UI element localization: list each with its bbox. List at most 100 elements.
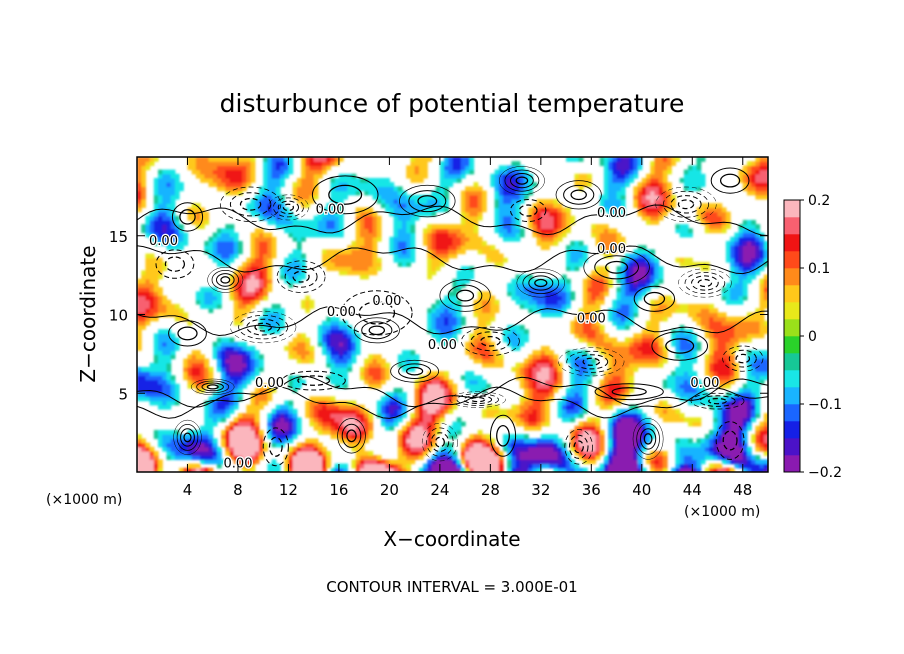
heatmap-cell [435,392,441,397]
heatmap-cell [557,400,563,406]
heatmap-cell [301,333,306,339]
heatmap-cell [452,241,458,246]
heatmap-cell [460,220,466,225]
heatmap-cell [250,274,256,280]
heatmap-cell [599,236,605,242]
heatmap-cell [536,350,542,355]
heatmap-cell [229,371,235,376]
heatmap-cell [490,404,496,410]
heatmap-cell [204,400,210,406]
heatmap-cell [355,459,361,465]
heatmap-cell [347,362,353,368]
heatmap-cell [145,304,151,309]
heatmap-cell [317,404,323,410]
heatmap-cell [599,383,605,389]
heatmap-cell [322,417,327,423]
heatmap-cell [557,383,563,389]
heatmap-cell [174,337,180,343]
heatmap-cell [330,266,336,271]
heatmap-cell [435,299,441,305]
heatmap-cell [313,232,319,238]
heatmap-cell [566,287,571,292]
heatmap-cell [650,257,656,263]
heatmap-cell [637,362,643,368]
heatmap-cell [305,463,311,469]
heatmap-cell [528,358,534,364]
heatmap-cell [641,354,647,360]
heatmap-cell [418,383,424,389]
heatmap-cell [730,291,735,297]
heatmap-cell [738,316,744,322]
heatmap-cell [439,232,445,238]
heatmap-cell [216,463,222,469]
heatmap-cell [271,253,277,259]
heatmap-cell [246,266,252,271]
heatmap-cell [713,451,719,456]
heatmap-cell [208,253,214,259]
heatmap-cell [481,350,487,355]
heatmap-cell [305,224,311,229]
heatmap-cell [431,392,437,397]
heatmap-cell [532,383,538,389]
heatmap-cell [301,274,306,280]
heatmap-cell [452,329,458,334]
heatmap-cell [380,396,386,402]
heatmap-cell [439,236,445,242]
heatmap-cell [730,329,735,334]
heatmap-cell [355,446,361,452]
heatmap-cell [700,220,706,225]
heatmap-cell [153,400,159,406]
heatmap-cell [557,287,563,292]
heatmap-cell [149,400,155,406]
heatmap-cell [250,430,256,435]
heatmap-cell [730,409,735,414]
heatmap-cell [742,232,748,238]
heatmap-cell [477,304,483,309]
heatmap-cell [742,383,748,389]
heatmap-cell [351,270,357,276]
heatmap-cell [322,325,327,330]
heatmap-cell [204,413,210,418]
heatmap-cell [595,333,601,339]
heatmap-cell [242,262,247,267]
heatmap-cell [229,367,235,372]
heatmap-cell [393,459,399,465]
heatmap-cell [149,316,155,322]
heatmap-cell [158,299,163,305]
heatmap-cell [587,442,592,448]
heatmap-cell [616,291,622,297]
heatmap-cell [675,388,681,393]
heatmap-cell [490,354,496,360]
heatmap-cell [692,308,698,313]
heatmap-cell [149,287,155,292]
heatmap-cell [746,421,752,427]
heatmap-cell [208,421,214,427]
heatmap-cell [591,329,597,334]
heatmap-cell [759,249,765,255]
heatmap-cell [179,232,184,238]
heatmap-cell [233,295,239,301]
heatmap-cell [431,308,437,313]
heatmap-cell [355,442,361,448]
heatmap-cell [254,245,260,250]
heatmap-cell [326,375,332,381]
heatmap-cell [582,358,588,364]
heatmap-cell [629,383,634,389]
heatmap-cell [406,220,412,225]
heatmap-cell [204,287,210,292]
heatmap-cell [599,463,605,469]
heatmap-cell [410,421,416,427]
heatmap-cell [582,455,588,460]
heatmap-cell [326,455,332,460]
heatmap-cell [536,400,542,406]
heatmap-cell [742,455,748,460]
heatmap-cell [166,367,172,372]
heatmap-cell [284,346,290,351]
heatmap-cell [145,228,151,234]
heatmap-cell [654,409,660,414]
heatmap-cell [624,287,630,292]
heatmap-cell [511,325,517,330]
heatmap-cell [662,451,668,456]
heatmap-cell [195,463,201,469]
heatmap-cell [435,316,441,322]
